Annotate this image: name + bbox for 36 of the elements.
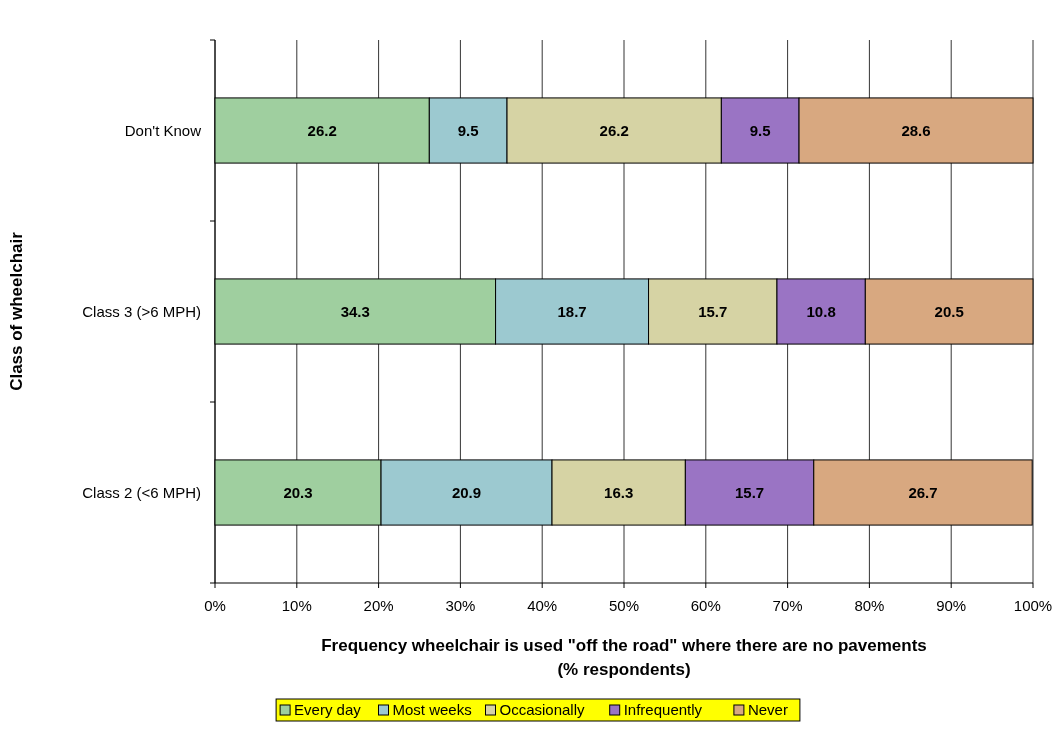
data-label: 20.3 (283, 483, 313, 501)
y-tick-label: Class 2 (<6 MPH) (82, 483, 201, 501)
x-tick-label: 70% (772, 597, 803, 614)
data-label: 16.3 (604, 483, 634, 501)
x-tick-label: 90% (936, 597, 967, 614)
x-tick-label: 20% (363, 597, 394, 614)
y-axis-title: Class of wheelchair (7, 231, 26, 391)
x-tick-label: 40% (527, 597, 558, 614)
legend-label: Infrequently (623, 701, 703, 719)
data-label: 26.2 (599, 121, 629, 139)
y-tick-label: Class 3 (>6 MPH) (82, 302, 201, 320)
legend-label: Every day (294, 701, 362, 719)
data-label: 9.5 (457, 121, 479, 139)
data-label: 28.6 (901, 121, 931, 139)
data-label: 18.7 (557, 302, 587, 320)
x-tick-label: 50% (608, 597, 640, 614)
x-tick-label: 100% (1013, 597, 1053, 614)
data-label: 20.5 (934, 302, 964, 320)
data-label: 20.9 (451, 483, 482, 501)
x-axis-title: Frequency wheelchair is used "off the road" where there are no pavements (% respondents) (321, 636, 927, 679)
x-tick-label: 30% (445, 597, 476, 614)
data-label: 34.3 (340, 302, 370, 320)
x-tick-label: 10% (281, 597, 312, 614)
data-label: 9.5 (749, 121, 771, 139)
x-tick-label: 60% (690, 597, 721, 614)
data-label: 10.8 (806, 302, 836, 320)
y-tick-label: Don't Know (124, 121, 202, 139)
x-tick-label: 80% (854, 597, 885, 614)
data-label: 15.7 (698, 302, 728, 320)
legend-label: Most weeks (392, 701, 472, 719)
data-label: 15.7 (734, 483, 765, 501)
legend-label: Occasionally (499, 701, 586, 719)
data-label: 26.7 (908, 483, 938, 501)
legend-label: Never (747, 701, 788, 719)
data-label: 26.2 (307, 121, 337, 139)
x-tick-label: 0% (204, 597, 226, 614)
